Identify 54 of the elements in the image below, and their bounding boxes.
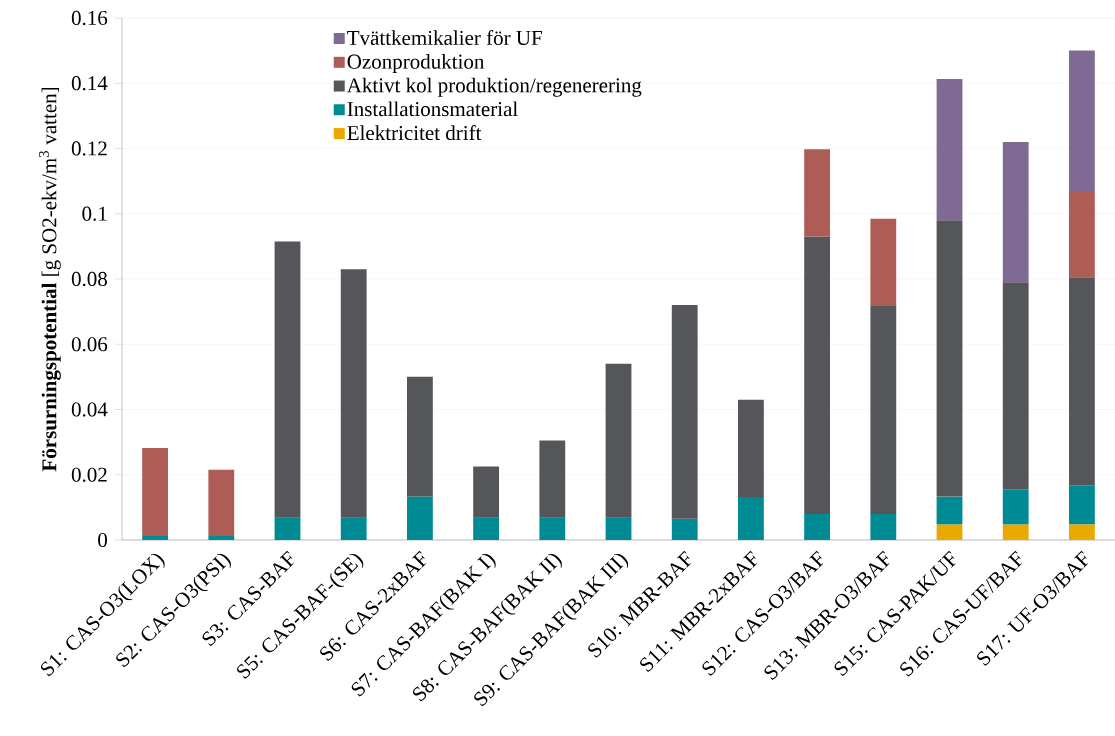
bar bbox=[340, 269, 367, 518]
bar bbox=[142, 535, 169, 540]
bar bbox=[936, 524, 963, 540]
bar bbox=[738, 399, 764, 497]
bar bbox=[1069, 50, 1095, 191]
bar bbox=[539, 517, 566, 540]
legend-label: Ozonproduktion bbox=[347, 53, 485, 73]
bar bbox=[936, 496, 963, 525]
legend-label: Aktivt kol produktion/regenerering bbox=[346, 77, 642, 97]
bar bbox=[1069, 190, 1095, 278]
bar bbox=[274, 517, 301, 540]
bar bbox=[1002, 282, 1029, 490]
bar bbox=[936, 79, 963, 221]
y-tick-label: 0 bbox=[98, 532, 108, 548]
bar bbox=[473, 517, 500, 540]
bar bbox=[1002, 141, 1029, 283]
bar bbox=[1069, 485, 1095, 525]
bar bbox=[208, 535, 235, 540]
bar bbox=[407, 496, 433, 540]
bar bbox=[804, 513, 831, 540]
legend-label: Installationsmaterial bbox=[347, 101, 518, 117]
bar bbox=[208, 469, 235, 536]
bar bbox=[804, 149, 831, 237]
bar bbox=[274, 241, 301, 518]
y-axis-title: Försurningspotential [g SO2-ekv/m$^{3}$ vatten] bbox=[38, 87, 61, 472]
bar bbox=[473, 466, 500, 518]
bar bbox=[340, 517, 367, 540]
y-tick-label: 0.12 bbox=[71, 141, 107, 156]
bar bbox=[738, 496, 764, 540]
bar bbox=[539, 440, 566, 518]
bar bbox=[605, 363, 632, 518]
bar bbox=[142, 448, 169, 536]
bar bbox=[804, 236, 831, 514]
y-tick-label: 0.06 bbox=[71, 337, 108, 352]
bar bbox=[870, 218, 897, 307]
bar bbox=[407, 376, 433, 497]
bar bbox=[1002, 524, 1029, 540]
bar bbox=[1002, 489, 1029, 525]
y-tick-label: 0.14 bbox=[71, 76, 108, 91]
bar bbox=[671, 518, 698, 540]
y-tick-label: 0.16 bbox=[71, 10, 108, 26]
bar bbox=[671, 305, 698, 519]
bar bbox=[605, 517, 632, 540]
bar bbox=[870, 513, 897, 540]
bar bbox=[936, 220, 963, 497]
y-tick-label: 0.1 bbox=[82, 206, 107, 221]
bar bbox=[870, 306, 897, 514]
y-tick-label: 0.04 bbox=[71, 402, 108, 417]
bar bbox=[1069, 277, 1095, 486]
bar bbox=[1069, 524, 1095, 540]
legend-label: Tvättkemikalier för UF bbox=[347, 30, 542, 46]
y-tick-label: 0.08 bbox=[71, 271, 108, 287]
y-tick-label: 0.02 bbox=[71, 467, 107, 482]
legend-label: Elektricitet drift bbox=[347, 125, 482, 141]
